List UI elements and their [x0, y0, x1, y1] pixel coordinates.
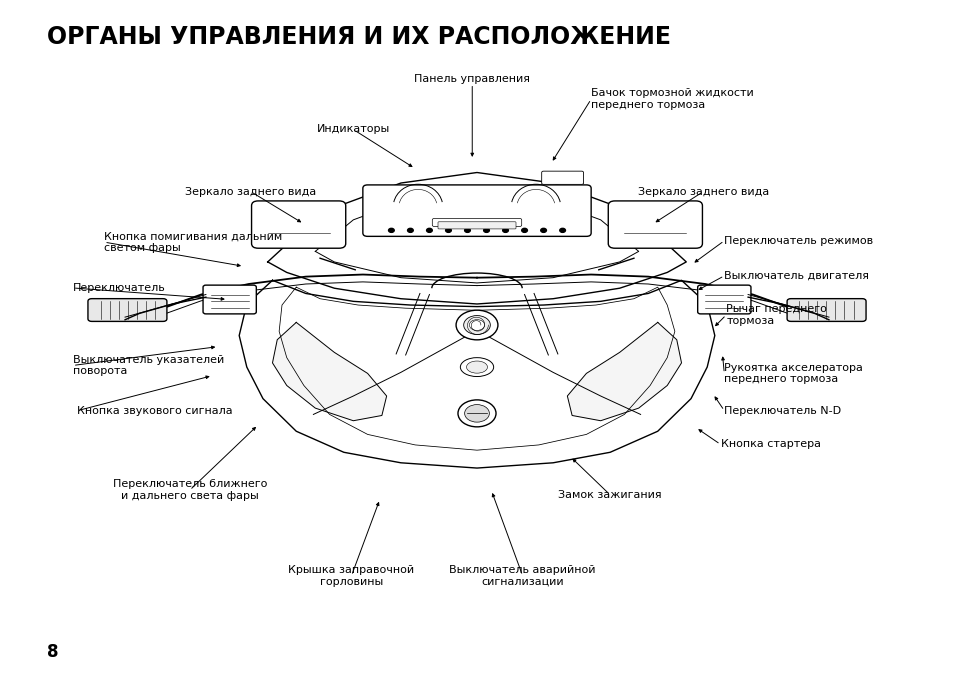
Text: Выключатель указателей
поворота: Выключатель указателей поворота: [72, 355, 224, 376]
FancyBboxPatch shape: [362, 185, 591, 236]
FancyBboxPatch shape: [88, 299, 167, 322]
FancyBboxPatch shape: [541, 171, 583, 184]
FancyBboxPatch shape: [203, 285, 256, 314]
Text: Переключатель: Переключатель: [72, 283, 165, 293]
Text: Крышка заправочной
горловины: Крышка заправочной горловины: [288, 565, 414, 587]
FancyBboxPatch shape: [786, 299, 865, 322]
Circle shape: [469, 320, 484, 330]
Text: Бачок тормозной жидкости
переднего тормоза: Бачок тормозной жидкости переднего тормо…: [591, 89, 753, 110]
Text: Кнопка звукового сигнала: Кнопка звукового сигнала: [77, 406, 233, 416]
Text: Кнопка стартера: Кнопка стартера: [720, 439, 820, 450]
Circle shape: [521, 228, 527, 232]
Circle shape: [464, 228, 470, 232]
Circle shape: [388, 228, 394, 232]
Polygon shape: [273, 322, 386, 420]
Text: Переключатель режимов: Переключатель режимов: [723, 236, 873, 246]
Circle shape: [540, 228, 546, 232]
Text: Панель управления: Панель управления: [414, 74, 530, 84]
Text: Выключатель двигателя: Выключатель двигателя: [723, 271, 868, 281]
FancyBboxPatch shape: [608, 201, 701, 248]
Polygon shape: [314, 188, 639, 283]
Circle shape: [445, 228, 451, 232]
Text: Зеркало заднего вида: Зеркало заднего вида: [185, 187, 315, 196]
Polygon shape: [239, 280, 714, 468]
Ellipse shape: [466, 361, 487, 373]
Text: Рукоятка акселератора
переднего тормоза: Рукоятка акселератора переднего тормоза: [723, 363, 862, 385]
Circle shape: [457, 400, 496, 427]
Text: Замок зажигания: Замок зажигания: [558, 490, 661, 500]
Circle shape: [483, 228, 489, 232]
Polygon shape: [268, 173, 685, 304]
FancyBboxPatch shape: [252, 201, 345, 248]
Text: Рычаг переднего
тормоза: Рычаг переднего тормоза: [725, 304, 826, 326]
Circle shape: [463, 315, 490, 334]
Circle shape: [502, 228, 508, 232]
Ellipse shape: [460, 357, 493, 376]
Circle shape: [464, 405, 489, 422]
Circle shape: [407, 228, 413, 232]
FancyBboxPatch shape: [432, 219, 521, 226]
Circle shape: [456, 310, 497, 340]
Circle shape: [559, 228, 565, 232]
Circle shape: [426, 228, 432, 232]
Text: Переключатель N-D: Переключатель N-D: [723, 406, 841, 416]
FancyBboxPatch shape: [697, 285, 750, 314]
Text: ОРГАНЫ УПРАВЛЕНИЯ И ИХ РАСПОЛОЖЕНИЕ: ОРГАНЫ УПРАВЛЕНИЯ И ИХ РАСПОЛОЖЕНИЕ: [47, 25, 670, 49]
Polygon shape: [567, 322, 680, 420]
Text: Переключатель ближнего
и дальнего света фары: Переключатель ближнего и дальнего света …: [112, 479, 267, 501]
FancyBboxPatch shape: [437, 222, 516, 229]
Text: 8: 8: [47, 642, 58, 661]
Text: Зеркало заднего вида: Зеркало заднего вида: [638, 187, 768, 196]
Text: Кнопка помигивания дальним
светом фары: Кнопка помигивания дальним светом фары: [104, 232, 282, 253]
Text: Индикаторы: Индикаторы: [316, 125, 390, 135]
Text: Выключатель аварийной
сигнализации: Выключатель аварийной сигнализации: [449, 565, 596, 587]
